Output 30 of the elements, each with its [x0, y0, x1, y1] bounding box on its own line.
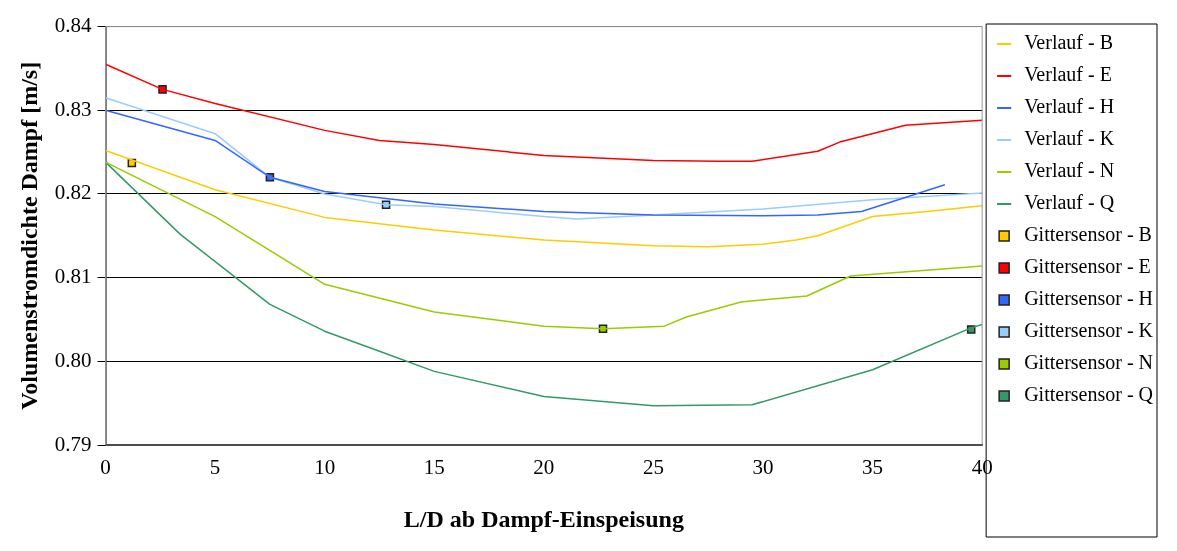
- x-tick-label: 15: [423, 455, 445, 480]
- y-tick-label: 0.80: [54, 347, 92, 372]
- point: [598, 324, 608, 333]
- x-axis-title: L/D ab Dampf-Einspeisung: [403, 505, 684, 532]
- x-tick-label: 5: [209, 455, 221, 480]
- point: [158, 85, 167, 94]
- x-tick-label: 10: [314, 455, 336, 480]
- legend-label: Verlauf - Q: [1024, 191, 1115, 214]
- y-axis-title: Volumenstromdichte Dampf [m/s]: [15, 61, 42, 410]
- legend-label: Verlauf - K: [1024, 127, 1115, 150]
- legend-label: Gittersensor - N: [1024, 351, 1153, 374]
- legend-label: Gittersensor - Q: [1024, 383, 1154, 406]
- legend-label: Verlauf - N: [1024, 159, 1115, 182]
- y-tick-label: 0.82: [54, 180, 92, 205]
- x-tick-label: 35: [862, 455, 884, 480]
- legend-label: Verlauf - H: [1024, 95, 1115, 118]
- legend-label: Gittersensor - B: [1024, 223, 1152, 246]
- x-tick-label: 25: [642, 455, 664, 480]
- y-tick-label: 0.83: [54, 96, 92, 121]
- legend-label: Gittersensor - K: [1024, 319, 1154, 342]
- x-tick-label: 20: [533, 455, 555, 480]
- x-tick-label: 30: [752, 455, 774, 480]
- legend-label: Verlauf - E: [1024, 63, 1112, 86]
- y-tick-label: 0.81: [54, 264, 92, 289]
- legend-label: Gittersensor - E: [1024, 255, 1151, 278]
- legend-label: Verlauf - B: [1024, 31, 1113, 54]
- y-tick-label: 0.79: [54, 431, 92, 456]
- y-tick-label: 0.84: [54, 13, 93, 38]
- x-tick-label: 0: [100, 455, 111, 480]
- legend-label: Gittersensor - H: [1024, 287, 1153, 310]
